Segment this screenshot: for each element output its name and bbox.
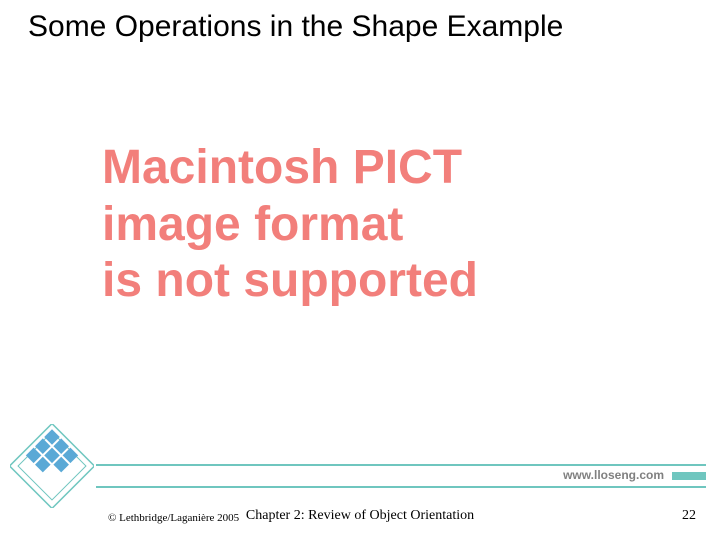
- corner-decoration: [10, 424, 94, 508]
- footer-line-top: [96, 464, 706, 466]
- error-line-2: image format: [102, 198, 403, 251]
- footer-url: www.lloseng.com: [563, 468, 664, 482]
- error-line-3: is not supported: [102, 254, 478, 307]
- footer-line-bottom: [96, 486, 706, 488]
- slide: Some Operations in the Shape Example Mac…: [0, 0, 720, 540]
- error-line-1: Macintosh PICT: [102, 141, 462, 194]
- slide-title: Some Operations in the Shape Example: [28, 10, 692, 44]
- footer-bar: www.lloseng.com: [0, 464, 720, 494]
- pict-error-message: Macintosh PICT image format is not suppo…: [102, 140, 660, 310]
- page-number: 22: [682, 508, 696, 524]
- corner-decoration-svg: [10, 424, 94, 508]
- chapter-label: Chapter 2: Review of Object Orientation: [0, 508, 720, 524]
- footer-accent: [672, 472, 706, 480]
